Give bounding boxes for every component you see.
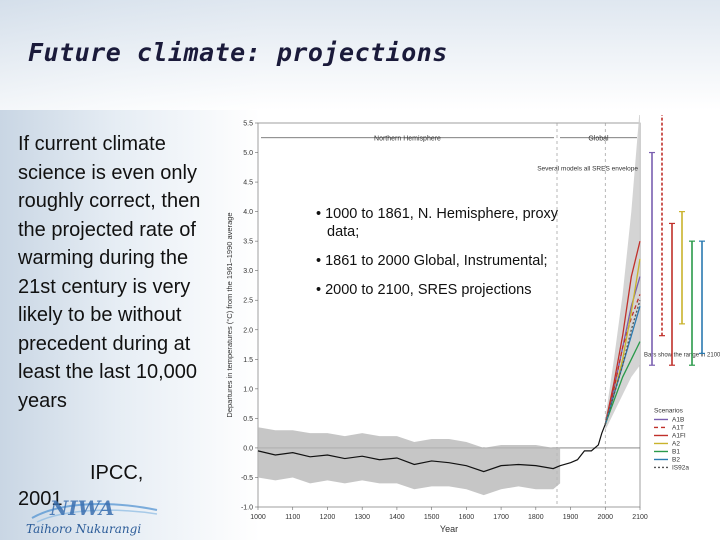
legend-label: A1T bbox=[672, 424, 684, 431]
logo-swoosh-icon bbox=[31, 503, 158, 523]
historical-series-line bbox=[257, 424, 606, 473]
region-label: Northern Hemisphere bbox=[374, 135, 441, 142]
niwa-logo: NIWA Taihoro Nukurangi bbox=[22, 496, 162, 540]
x-tick-label: 1800 bbox=[528, 514, 544, 521]
bars-annotation: Bars show the range in 2100 produced by … bbox=[644, 352, 720, 358]
annotation-item: • 1000 to 1861, N. Hemisphere, proxy dat… bbox=[316, 206, 559, 240]
x-tick-label: 1700 bbox=[493, 514, 509, 521]
logo-niwa-text: NIWA bbox=[50, 496, 115, 520]
sres-envelope bbox=[605, 105, 640, 431]
x-tick-label: 1200 bbox=[320, 514, 336, 521]
y-tick-label: 3.0 bbox=[243, 268, 253, 275]
legend-label: B1 bbox=[672, 448, 680, 455]
y-tick-label: 3.5 bbox=[243, 239, 253, 246]
legend-title: Scenarios bbox=[654, 407, 684, 414]
source-org: IPCC, bbox=[90, 462, 144, 484]
logo-subtext: Taihoro Nukurangi bbox=[26, 522, 142, 536]
models-annotation: Several models all SRES envelope bbox=[537, 165, 638, 172]
y-tick-label: 0.0 bbox=[243, 445, 253, 452]
scenario-line bbox=[604, 294, 641, 425]
scenario-line bbox=[604, 240, 641, 425]
y-tick-label: 5.5 bbox=[243, 121, 253, 128]
legend-label: A1B bbox=[672, 416, 684, 423]
x-tick-label: 1900 bbox=[563, 514, 579, 521]
source-year: 2001 bbox=[18, 488, 63, 510]
y-tick-label: 0.5 bbox=[243, 416, 253, 423]
y-axis-label: Departures in temperatures (°C) from the… bbox=[225, 212, 234, 417]
y-tick-label: -1.0 bbox=[241, 505, 253, 512]
annotation-item: • 2000 to 2100, SRES projections bbox=[316, 282, 532, 298]
y-tick-label: -0.5 bbox=[241, 475, 253, 482]
x-tick-label: 1100 bbox=[285, 514, 300, 521]
scenario-line bbox=[604, 300, 641, 425]
uncertainty-band bbox=[258, 427, 561, 496]
y-tick-label: 4.5 bbox=[243, 180, 253, 187]
x-tick-label: 1400 bbox=[389, 514, 405, 521]
legend-label: B2 bbox=[672, 456, 680, 463]
climate-chart: -1.0 -0.5 0.0 0.5 1.0 1.5 2.0 2.5 3.0 3.5 4.0 4.5 5.… bbox=[220, 104, 720, 540]
x-tick-label: 1600 bbox=[459, 514, 475, 521]
legend-label: A2 bbox=[672, 440, 680, 447]
y-tick-label: 1.5 bbox=[243, 357, 253, 364]
x-tick-label: 1000 bbox=[250, 514, 266, 521]
y-tick-label: 5.0 bbox=[243, 150, 253, 157]
legend-label: A1FI bbox=[672, 432, 686, 439]
scenario-line bbox=[604, 341, 641, 425]
x-tick-label: 1500 bbox=[424, 514, 440, 521]
slide-title: Future climate: projections bbox=[28, 38, 448, 67]
y-tick-label: 1.0 bbox=[243, 386, 253, 393]
x-tick-label: 2100 bbox=[632, 514, 648, 521]
region-label: Global bbox=[588, 135, 609, 142]
legend-label: IS92a bbox=[672, 464, 689, 471]
slide-body-text: If current climate science is even only … bbox=[18, 133, 201, 412]
x-axis-label: Year bbox=[440, 524, 458, 534]
y-tick-label: 2.0 bbox=[243, 327, 253, 334]
chart-svg: -1.0 -0.5 0.0 0.5 1.0 1.5 2.0 2.5 3.0 3.5 4.0 4.5 5.… bbox=[225, 104, 720, 534]
y-tick-label: 4.0 bbox=[243, 209, 253, 216]
y-tick-label: 2.5 bbox=[243, 298, 253, 305]
background-top-gradient bbox=[0, 0, 720, 110]
x-tick-label: 1300 bbox=[354, 514, 370, 521]
annotation-item: • 1861 to 2000 Global, Instrumental; bbox=[316, 253, 548, 269]
chart-annotations: • 1000 to 1861, N. Hemisphere, proxy dat… bbox=[312, 205, 562, 310]
x-tick-label: 2000 bbox=[597, 514, 613, 521]
